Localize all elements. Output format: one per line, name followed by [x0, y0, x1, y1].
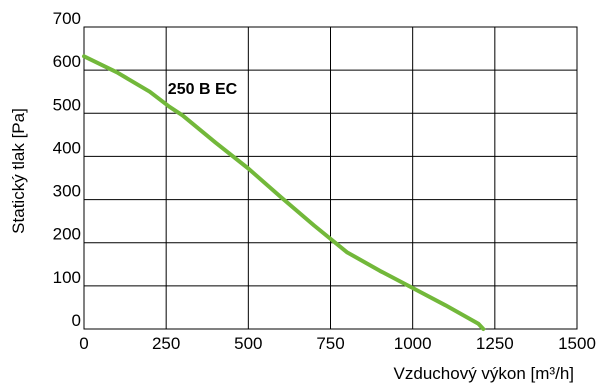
y-tick-label: 100 — [53, 268, 81, 287]
series-layer — [82, 54, 486, 331]
y-tick-label: 200 — [53, 225, 81, 244]
x-tick-label: 250 — [152, 334, 180, 353]
x-tick-label: 1250 — [476, 334, 514, 353]
y-tick-label: 700 — [53, 9, 81, 28]
x-tick-label: 1500 — [558, 334, 596, 353]
series-label: 250 B EC — [168, 81, 238, 98]
x-tick-label: 0 — [79, 334, 88, 353]
x-axis-ticks: 0 250 500 750 1000 1250 1500 — [79, 334, 596, 353]
y-tick-label: 300 — [53, 182, 81, 201]
y-tick-label: 500 — [53, 95, 81, 114]
y-tick-label: 0 — [72, 311, 81, 330]
x-axis-label: Vzduchový výkon [m³/h] — [394, 364, 574, 383]
series-line — [82, 54, 486, 331]
grid — [84, 27, 577, 329]
x-tick-label: 750 — [316, 334, 344, 353]
y-tick-label: 600 — [53, 52, 81, 71]
y-axis-ticks: 0 100 200 300 400 500 600 700 — [53, 9, 81, 330]
x-tick-label: 1000 — [394, 334, 432, 353]
plot-frame — [83, 26, 578, 330]
x-tick-label: 500 — [234, 334, 262, 353]
y-axis-label: Statický tlak [Pa] — [9, 108, 28, 234]
y-tick-label: 400 — [53, 138, 81, 157]
